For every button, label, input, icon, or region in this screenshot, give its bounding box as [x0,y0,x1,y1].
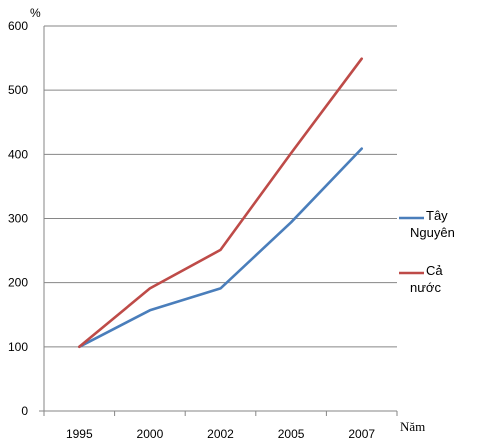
x-tick-label: 2005 [278,427,305,440]
y-tick-label: 100 [8,340,28,354]
x-tick-label: 2000 [137,427,164,440]
x-tick-labels: 1995 2000 2002 2005 2007 [66,427,375,440]
series-line-2 [78,57,364,349]
x-axis-label: Năm [400,419,425,434]
y-tick-label: 300 [8,212,28,226]
legend-label-1: Tây [426,208,448,223]
x-tick-label: 1995 [66,427,93,440]
y-tick-label: 500 [8,83,28,97]
x-tick-label: 2007 [348,427,375,440]
legend-label-1: Nguyên [410,225,455,240]
gridlines [44,25,397,348]
y-tick-labels: 0 100 200 300 400 500 600 [8,19,28,418]
axes [39,26,398,416]
y-tick-label: 600 [8,19,28,33]
legend-label-2: nước [410,280,441,295]
series-lines [78,57,364,349]
y-tick-label: 400 [8,147,28,161]
legend: Tây Nguyên Cả nước [399,208,455,295]
x-tick-label: 2002 [207,427,234,440]
y-tick-label: 0 [21,404,28,418]
y-tick-label: 200 [8,276,28,290]
legend-label-2: Cả [426,263,443,278]
y-axis-label: % [30,6,41,20]
series-line-1 [78,147,364,349]
